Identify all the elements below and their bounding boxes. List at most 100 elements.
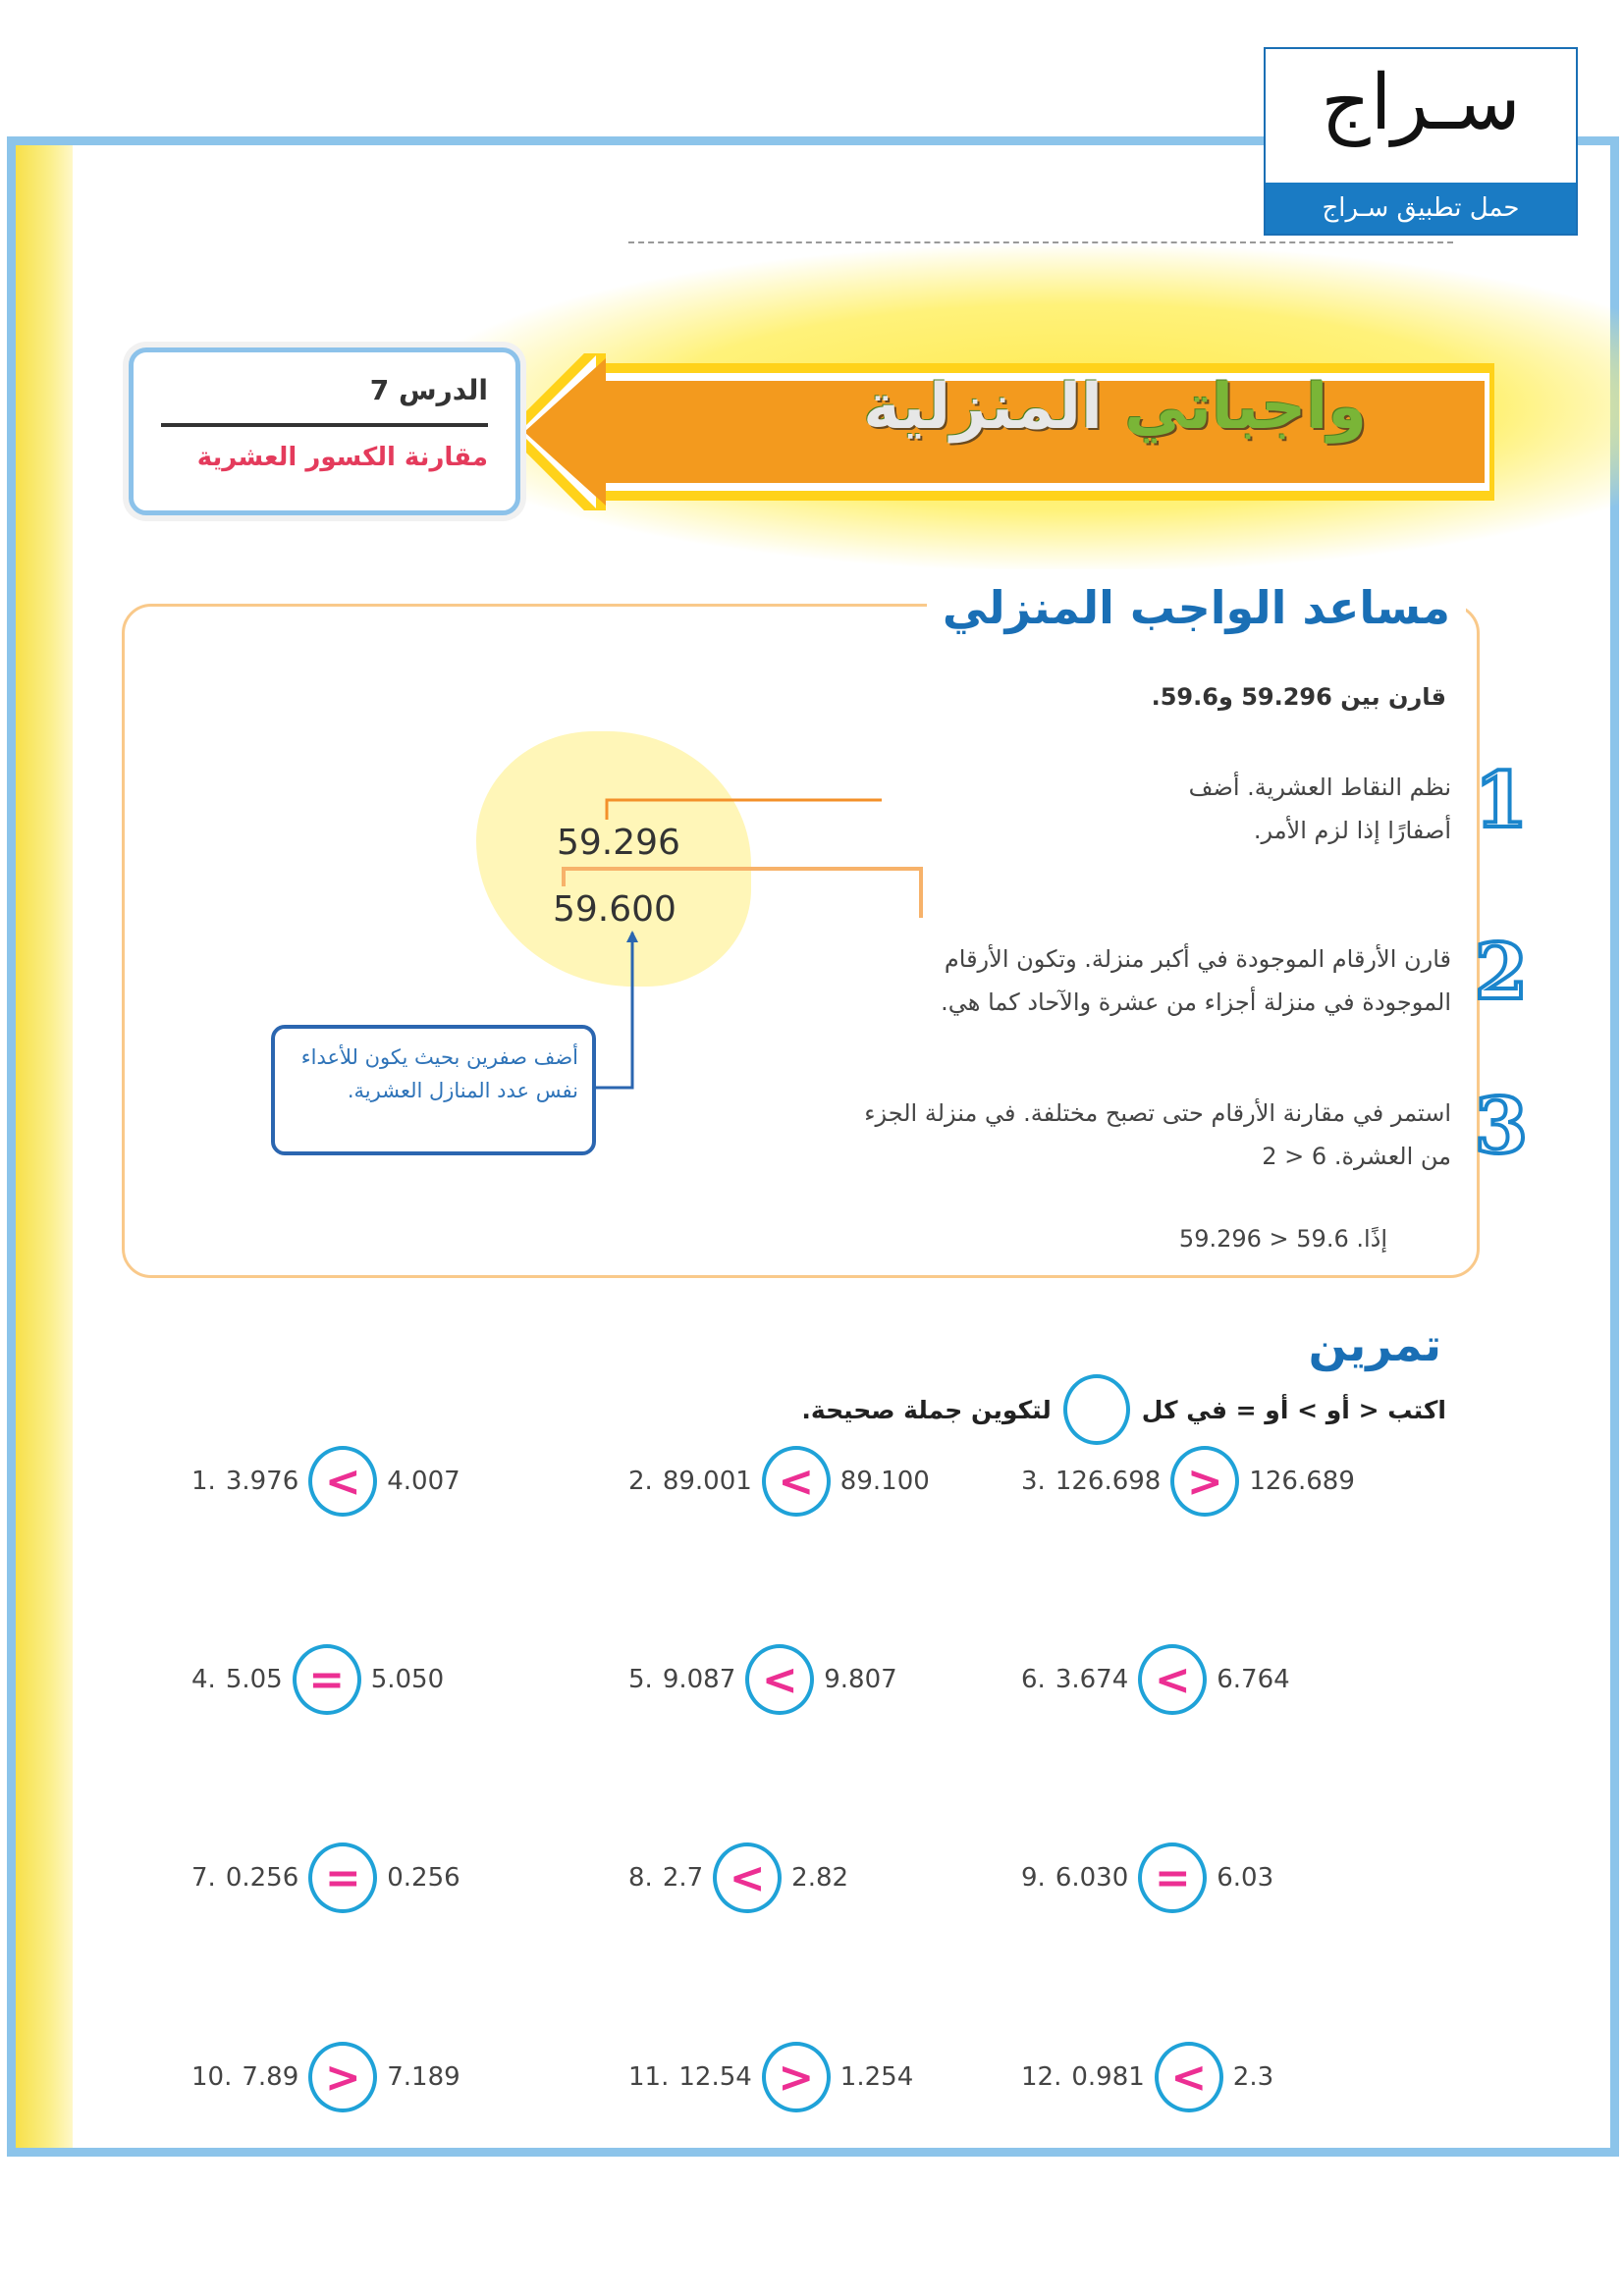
item-left-value: 89.001 <box>662 1467 752 1496</box>
exercise-item: 11. 12.54 >1.254 <box>628 2042 913 2112</box>
lesson-label: الدرس 7 مقارنة الكسور العشرية <box>129 347 520 515</box>
exercise-item: 4. 5.05 = 5.050 <box>191 1644 444 1715</box>
item-number: 11. <box>628 2062 670 2092</box>
exercise-item: 9. 6.030 = 6.03 <box>1021 1842 1273 1913</box>
answer-circle[interactable]: < <box>1138 1644 1208 1715</box>
conclusion: إذًا. 59.6 < 59.296 <box>1178 1225 1387 1253</box>
step-number-icon: 1 <box>1473 754 1530 847</box>
step-1: 1 نظم النقاط العشرية. أضف أصفارًا إذا لز… <box>744 754 1530 852</box>
item-left-value: 7.89 <box>242 2062 299 2092</box>
number-b: 59.600 <box>553 889 676 930</box>
item-left-value: 12.54 <box>678 2062 752 2092</box>
decorative-strip <box>16 145 73 2148</box>
step-number-icon: 2 <box>1473 926 1530 1019</box>
item-number: 5. <box>628 1665 653 1694</box>
number-a: 59.296 <box>557 823 680 863</box>
page-frame <box>7 136 1619 2157</box>
item-right-value: 126.689 <box>1249 1467 1355 1496</box>
logo-tagline: حمل تطبيق سـراج <box>1266 183 1576 234</box>
item-number: 9. <box>1021 1863 1046 1893</box>
step-text: الموجودة في منزلة أجزاء من عشرة والآحاد … <box>941 988 1451 1016</box>
banner-title: واجباتي المنزلية <box>863 371 1367 444</box>
blank-circle-icon <box>1062 1374 1130 1445</box>
answer-circle[interactable]: > <box>308 2042 378 2112</box>
exercise-item: 1. 3.976 <4.007 <box>191 1446 460 1517</box>
item-right-value: 7.189 <box>387 2062 460 2092</box>
item-left-value: 0.981 <box>1071 2062 1145 2092</box>
helper-prompt: قارن بين 59.296 و59.6. <box>1151 683 1446 711</box>
item-right-value: 9.807 <box>824 1665 897 1694</box>
answer-circle[interactable]: < <box>761 1446 831 1517</box>
item-number: 10. <box>191 2062 233 2092</box>
exercise-instruction: اكتب < أو > أو = في كل لتكوين جملة صحيحة… <box>801 1374 1446 1445</box>
answer-circle[interactable]: < <box>713 1842 783 1913</box>
item-right-value: 4.007 <box>387 1467 460 1496</box>
item-number: 1. <box>191 1467 216 1496</box>
item-left-value: 9.087 <box>662 1665 736 1694</box>
step-text: قارن الأرقام الموجودة في أكبر منزلة. وتك… <box>944 945 1451 973</box>
item-left-value: 3.674 <box>1055 1665 1129 1694</box>
item-right-value: 6.03 <box>1217 1863 1274 1893</box>
homework-helper-box <box>122 604 1480 1278</box>
exercise-item: 10. 7.89 >7.189 <box>191 2042 460 2112</box>
item-number: 2. <box>628 1467 653 1496</box>
item-right-value: 6.764 <box>1217 1665 1290 1694</box>
item-number: 6. <box>1021 1665 1046 1694</box>
answer-circle[interactable]: = <box>308 1842 378 1913</box>
copyright-notice <box>1520 1600 1540 2052</box>
item-right-value: 2.3 <box>1232 2062 1274 2092</box>
highlight-blob <box>476 731 751 987</box>
step-number-icon: 3 <box>1473 1080 1530 1173</box>
item-number: 8. <box>628 1863 653 1893</box>
item-left-value: 0.256 <box>225 1863 299 1893</box>
step-text: استمر في مقارنة الأرقام حتى تصبح مختلفة.… <box>864 1099 1451 1127</box>
exercise-item: 7. 0.256 = 0.256 <box>191 1842 460 1913</box>
arrow-shape <box>513 353 1494 510</box>
item-left-value: 2.7 <box>662 1863 704 1893</box>
answer-circle[interactable]: > <box>1170 1446 1240 1517</box>
item-right-value: 2.82 <box>791 1863 849 1893</box>
item-number: 7. <box>191 1863 216 1893</box>
item-left-value: 126.698 <box>1055 1467 1162 1496</box>
item-right-value: 0.256 <box>387 1863 460 1893</box>
step-text: أصفارًا إذا لزم الأمر. <box>1253 817 1451 844</box>
item-right-value: 89.100 <box>839 1467 930 1496</box>
exercise-item: 2. 89.001 <89.100 <box>628 1446 930 1517</box>
item-number: 12. <box>1021 2062 1062 2092</box>
dashed-divider <box>628 241 1453 243</box>
answer-circle[interactable]: = <box>1138 1842 1208 1913</box>
step-text: من العشرة. 6 < 2 <box>1262 1143 1451 1170</box>
answer-circle[interactable]: < <box>1154 2042 1223 2112</box>
lesson-number: الدرس 7 <box>369 374 488 406</box>
exercise-item: 6. 3.674 <6.764 <box>1021 1644 1290 1715</box>
step-3: 3 استمر في مقارنة الأرقام حتى تصبح مختلف… <box>725 1080 1530 1178</box>
instruction-text: لتكوين جملة صحيحة. <box>801 1395 1052 1424</box>
answer-circle[interactable]: > <box>761 2042 831 2112</box>
banner-title-part1: واجباتي <box>1124 371 1367 444</box>
step-text: نظم النقاط العشرية. أضف <box>1188 774 1451 801</box>
item-number: 4. <box>191 1665 216 1694</box>
answer-circle[interactable]: = <box>292 1644 361 1715</box>
banner-title-part2: المنزلية <box>863 371 1103 444</box>
lesson-rule <box>161 423 488 427</box>
instruction-text: اكتب < أو > أو = في كل <box>1141 1395 1446 1424</box>
callout-connector <box>596 933 634 1090</box>
item-left-value: 3.976 <box>225 1467 299 1496</box>
answer-circle[interactable]: < <box>308 1446 378 1517</box>
step-2: 2 قارن الأرقام الموجودة في أكبر منزلة. و… <box>744 926 1530 1024</box>
exercise-item: 3. 126.698 >126.689 <box>1021 1446 1355 1517</box>
lesson-name: مقارنة الكسور العشرية <box>196 443 488 472</box>
item-left-value: 5.05 <box>225 1665 283 1694</box>
exercise-item: 5. 9.087 <9.807 <box>628 1644 897 1715</box>
item-right-value: 1.254 <box>839 2062 914 2092</box>
item-left-value: 6.030 <box>1055 1863 1129 1893</box>
logo-word: سـراج <box>1321 59 1521 147</box>
exercise-title: تمرين <box>1308 1318 1441 1371</box>
item-number: 3. <box>1021 1467 1046 1496</box>
helper-title: مساعد الواجب المنزلي <box>926 581 1466 634</box>
exercise-item: 8. 2.7 <2.82 <box>628 1842 848 1913</box>
siraj-logo[interactable]: سـراج حمل تطبيق سـراج <box>1264 47 1578 236</box>
item-right-value: 5.050 <box>370 1665 445 1694</box>
answer-circle[interactable]: < <box>745 1644 815 1715</box>
homework-banner: واجباتي المنزلية <box>513 353 1494 510</box>
